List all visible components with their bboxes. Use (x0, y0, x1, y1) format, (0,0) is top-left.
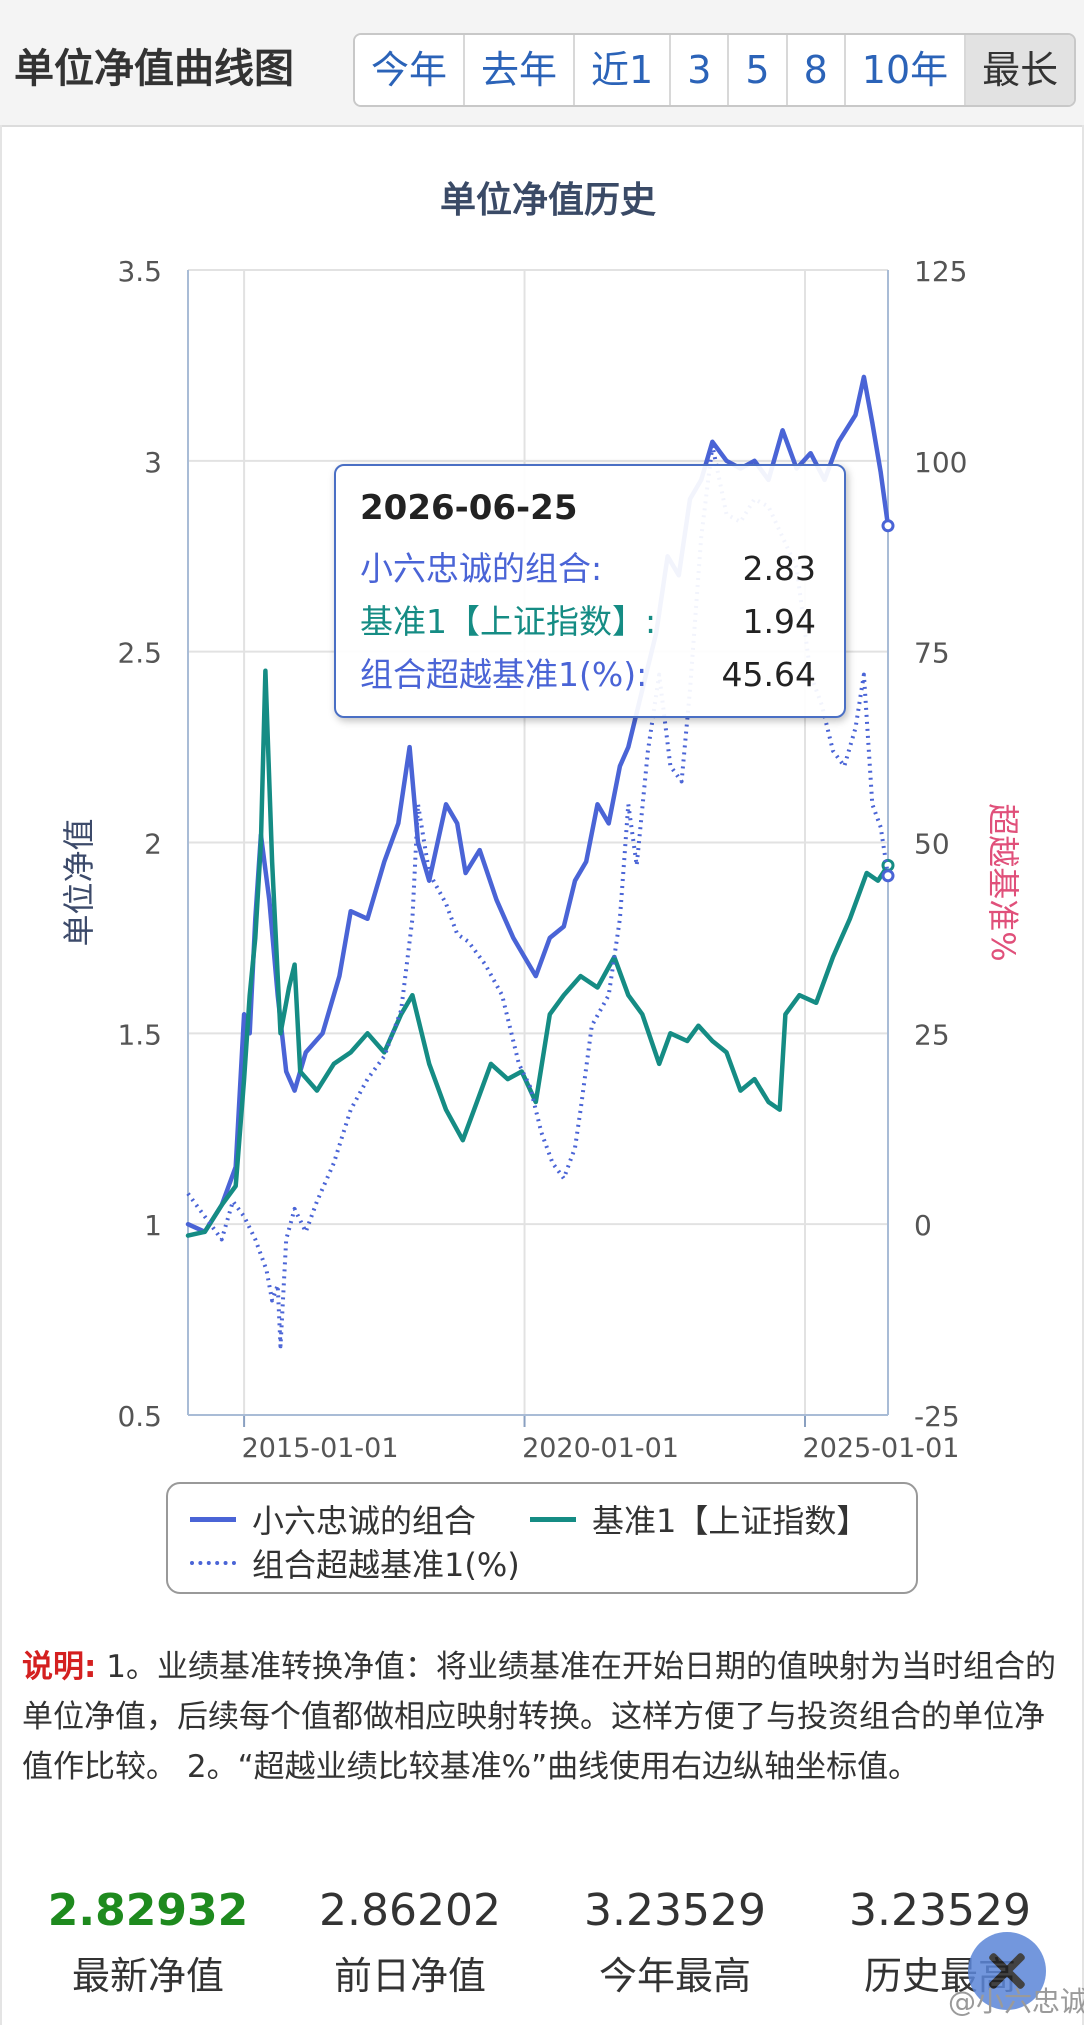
range-tab-5[interactable]: 5 (729, 35, 788, 105)
y2-tick-label: -25 (914, 1400, 960, 1433)
close-button[interactable] (968, 1932, 1046, 2010)
stat-latest-nav: 2.82932 最新净值 (18, 1880, 278, 2004)
range-tab-10-years[interactable]: 10年 (845, 35, 967, 105)
y-tick-label: 2.5 (117, 637, 162, 670)
range-tab-last-year[interactable]: 去年 (465, 35, 576, 105)
stat-year-high: 3.23529 今年最高 (545, 1880, 805, 2004)
tooltip-label-portfolio: 小六忠诚的组合: (360, 549, 603, 588)
y-tick-label: 1 (144, 1209, 162, 1242)
series-line-excess (186, 443, 890, 1349)
range-tab-3[interactable]: 3 (671, 35, 730, 105)
chart-title: 单位净值历史 (440, 180, 656, 221)
legend-item-portfolio[interactable]: 小六忠诚的组合 (190, 1496, 476, 1542)
y2-tick-label: 125 (914, 255, 967, 288)
stat-label: 今年最高 (598, 1954, 751, 1998)
legend-solid-line-icon (530, 1516, 576, 1522)
note-text: 1。业绩基准转换净值：将业绩基准在开始日期的值映射为当时组合的单位净值，后续每个… (22, 1649, 1056, 1785)
tooltip-label-benchmark: 基准1【上证指数】: (360, 602, 657, 641)
y-tick-label: 0.5 (117, 1400, 162, 1433)
page-frame-right (1082, 125, 1084, 2025)
nav-history-chart[interactable]: 单位净值历史 0.5 -25 1 0 1.5 25 2 50 2.5 75 3 100 3.5 125 201… (0, 125, 1084, 1475)
y-tick-label: 3 (144, 446, 162, 479)
explanation-note: 说明: 1。业绩基准转换净值：将业绩基准在开始日期的值映射为当时组合的单位净值，… (22, 1642, 1062, 1792)
y2-axis-label: 超越基准% (984, 803, 1022, 961)
x-tick-label: 2025-01-01 (803, 1433, 960, 1464)
y2-tick-label: 75 (914, 637, 950, 670)
range-tab-this-year[interactable]: 今年 (355, 35, 466, 105)
legend-item-excess[interactable]: 组合超越基准1(%) (190, 1540, 520, 1586)
range-tab-8[interactable]: 8 (787, 35, 846, 105)
series-end-marker (881, 869, 895, 883)
note-label: 说明: (22, 1649, 97, 1685)
legend-label-portfolio: 小六忠诚的组合 (252, 1502, 477, 1540)
watermark: @小六忠诚 (948, 1985, 1084, 2018)
stat-label: 最新净值 (71, 1954, 224, 1998)
y2-tick-label: 100 (914, 446, 967, 479)
stat-value: 2.82932 (47, 1885, 249, 1936)
range-tabs: 今年 去年 近1 3 5 8 10年 最长 (353, 33, 1077, 107)
page-title: 单位净值曲线图 (14, 46, 294, 92)
chart-tooltip: 2026-06-25 小六忠诚的组合: 2.83 基准1【上证指数】: 1.94… (334, 464, 846, 718)
x-tick-label: 2015-01-01 (242, 1433, 399, 1464)
range-tab-recent-1[interactable]: 近1 (575, 35, 672, 105)
y-axis-label: 单位净值 (60, 818, 98, 946)
range-tab-longest[interactable]: 最长 (966, 35, 1075, 105)
tooltip-date: 2026-06-25 (360, 488, 578, 528)
legend-item-benchmark[interactable]: 基准1【上证指数】 (530, 1496, 868, 1542)
legend-solid-line-icon (190, 1516, 236, 1522)
tooltip-value-excess: 45.64 (721, 655, 816, 694)
stat-value: 2.86202 (319, 1885, 501, 1936)
legend-dotted-line-icon (190, 1561, 236, 1565)
y2-tick-label: 50 (914, 828, 950, 861)
series-line-portfolio (185, 374, 891, 1235)
top-bar: 单位净值曲线图 今年 去年 近1 3 5 8 10年 最长 (0, 0, 1084, 127)
chart-legend: 小六忠诚的组合 基准1【上证指数】 组合超越基准1(%) (166, 1482, 918, 1594)
stat-value: 3.23529 (849, 1885, 1031, 1936)
stat-value: 3.23529 (584, 1885, 766, 1936)
series-line-benchmark (185, 668, 891, 1238)
page-frame-left (0, 125, 2, 2025)
stat-previous-nav: 2.86202 前日净值 (280, 1880, 540, 2004)
y-tick-label: 1.5 (117, 1018, 162, 1051)
tooltip-label-excess: 组合超越基准1(%): (360, 655, 648, 694)
tooltip-value-portfolio: 2.83 (742, 549, 816, 588)
x-tick-label: 2020-01-01 (522, 1433, 679, 1464)
legend-label-excess: 组合超越基准1(%) (252, 1546, 520, 1584)
y-tick-label: 2 (144, 828, 162, 861)
y-tick-label: 3.5 (117, 255, 162, 288)
stat-label: 前日净值 (333, 1954, 486, 1998)
tooltip-row-portfolio: 小六忠诚的组合: 2.83 (360, 542, 816, 595)
series-end-marker (881, 519, 895, 533)
legend-label-benchmark: 基准1【上证指数】 (592, 1502, 869, 1540)
stats-row: 2.82932 最新净值 2.86202 前日净值 3.23529 今年最高 3… (0, 1880, 1084, 2025)
tooltip-row-excess: 组合超越基准1(%): 45.64 (360, 648, 816, 701)
y2-tick-label: 0 (914, 1209, 932, 1242)
y2-tick-label: 25 (914, 1018, 950, 1051)
tooltip-value-benchmark: 1.94 (742, 602, 816, 641)
tooltip-row-benchmark: 基准1【上证指数】: 1.94 (360, 595, 816, 648)
